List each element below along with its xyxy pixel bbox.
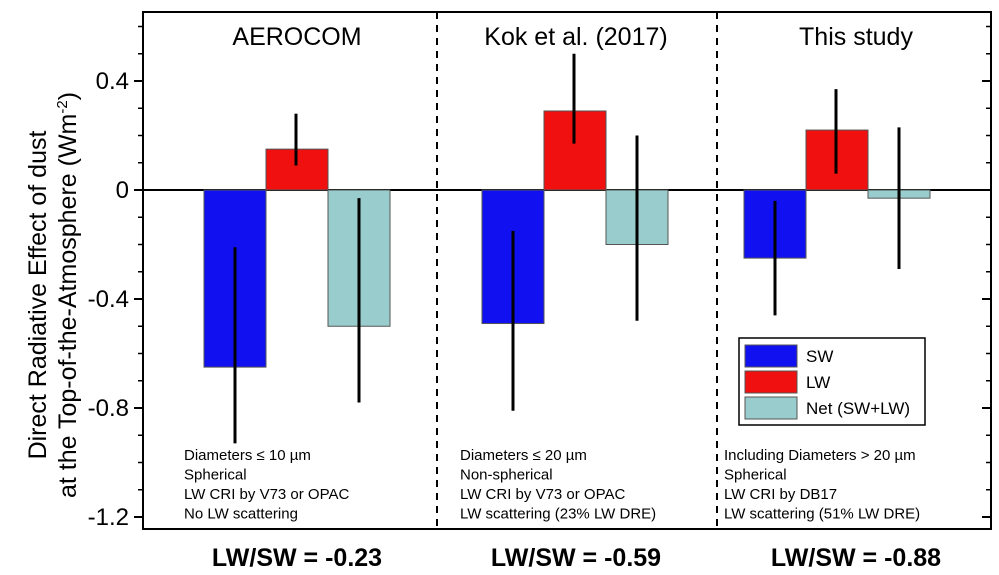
group-title: This study [799,23,913,51]
group-note: Diameters ≤ 10 µm [184,447,311,464]
group-title: Kok et al. (2017) [484,23,667,51]
group-note: Non-spherical [460,467,553,484]
group-note: LW CRI by DB17 [724,486,837,503]
group-note: LW scattering (51% LW DRE) [724,506,920,523]
group-note: LW CRI by V73 or OPAC [184,486,349,503]
legend-label: LW [806,373,830,392]
group-note: Spherical [184,467,247,484]
group-note: LW CRI by V73 or OPAC [460,486,625,503]
legend-label: SW [806,347,833,366]
group-title: AEROCOM [232,23,361,51]
legend-swatch-net [744,396,798,420]
y-axis-label: Direct Radiative Effect of dust at the T… [24,92,82,498]
legend: SW LW Net (SW+LW) [738,337,926,426]
legend-swatch-lw [744,370,798,394]
group-note: LW scattering (23% LW DRE) [460,506,656,523]
y-tick-label: -0.4 [88,286,129,313]
group-note: Diameters ≤ 20 µm [460,447,587,464]
y-tick-label: -1.2 [88,504,129,531]
y-tick-label: 0 [116,177,129,204]
group-note: Including Diameters > 20 µm [724,447,916,464]
legend-swatch-sw [744,344,798,368]
group-note: Spherical [724,467,787,484]
lw-sw-ratio: LW/SW = -0.59 [491,544,661,572]
y-axis-label-line1: Direct Radiative Effect of dust [24,131,52,460]
plot-frame [142,11,992,530]
y-axis-label-line2: at the Top-of-the-Atmosphere (Wm-2) [54,92,82,498]
bar-lw [265,148,329,191]
y-tick-label: 0.4 [96,68,129,95]
lw-sw-ratio: LW/SW = -0.88 [771,544,941,572]
group-note: No LW scattering [184,506,298,523]
lw-sw-ratio: LW/SW = -0.23 [212,544,382,572]
y-tick-label: -0.8 [88,395,129,422]
legend-label: Net (SW+LW) [806,399,910,418]
